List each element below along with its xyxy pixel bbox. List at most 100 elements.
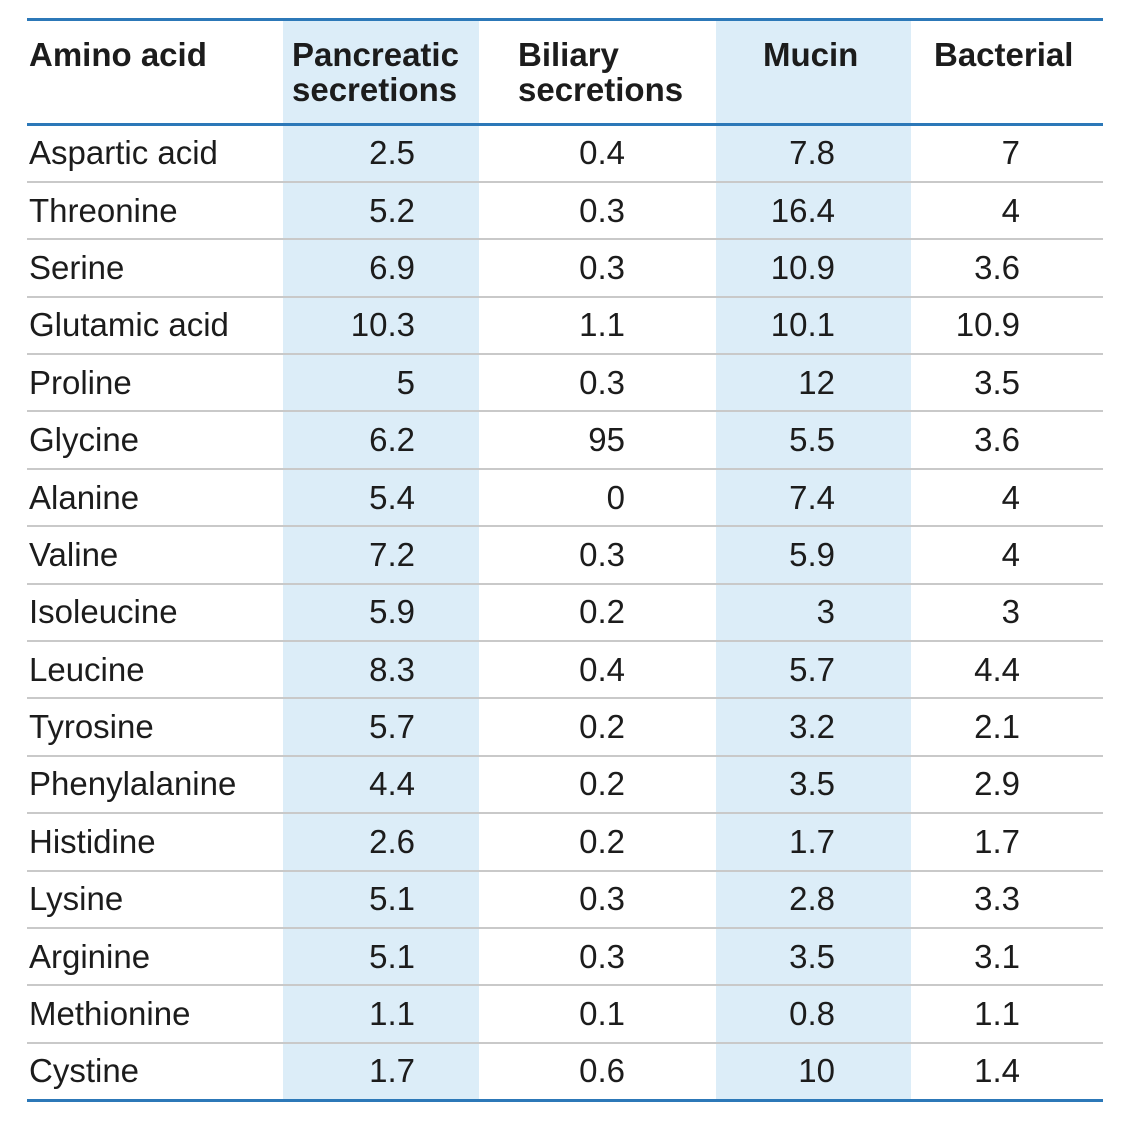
cell-pancreatic: 6.9: [283, 239, 479, 297]
cell-amino-acid: Alanine: [29, 478, 140, 516]
table-row: Tyrosine 5.7 0.2 3.2 2.1: [27, 698, 1103, 756]
cell-amino-acid: Histidine: [29, 822, 156, 860]
cell-pancreatic: 4.4: [283, 755, 479, 814]
cell-amino-acid: Cystine: [29, 1052, 140, 1090]
cell-mucin: 2.8: [716, 870, 911, 928]
cell-pancreatic: 5.4: [283, 468, 479, 527]
cell-mucin: 3: [716, 583, 911, 642]
cell-mucin: 0.8: [716, 985, 911, 1043]
header-biliary-secretions: Biliary secretions: [518, 36, 684, 108]
cell-pancreatic: 2.5: [283, 124, 479, 182]
cell-amino-acid: Proline: [29, 363, 132, 401]
cell-bacterial: 2.9: [974, 765, 1020, 803]
amino-acid-table-container: Amino acid Pancreatic secretions Biliary…: [27, 18, 1103, 1102]
cell-pancreatic: 5.1: [283, 927, 479, 986]
cell-amino-acid: Phenylalanine: [29, 765, 237, 803]
cell-mucin: 3.2: [716, 698, 911, 756]
cell-pancreatic: 5: [283, 354, 479, 412]
header-amino-acid: Amino acid: [29, 36, 207, 73]
table-row: Alanine 5.4 0 7.4 4: [27, 468, 1103, 527]
cell-mucin: 1.7: [716, 813, 911, 871]
header-pancreatic-secretions: Pancreatic secretions: [283, 19, 479, 125]
cell-mucin: 10.1: [716, 296, 911, 355]
cell-mucin: 3.5: [716, 755, 911, 814]
table-row: Lysine 5.1 0.3 2.8 3.3: [27, 870, 1103, 928]
cell-mucin: 5.5: [716, 411, 911, 469]
table-body: Aspartic acid 2.5 0.4 7.8 7 Threonine 5.2 0.3 16…: [27, 124, 1103, 1101]
cell-biliary: 0.2: [579, 593, 625, 631]
cell-biliary: 0.3: [579, 363, 625, 401]
cell-amino-acid: Tyrosine: [29, 708, 154, 746]
amino-acid-table: Amino acid Pancreatic secretions Biliary…: [27, 18, 1103, 1102]
cell-biliary: 1.1: [579, 306, 625, 344]
cell-pancreatic: 8.3: [283, 641, 479, 699]
table-row: Methionine 1.1 0.1 0.8 1.1: [27, 985, 1103, 1043]
cell-pancreatic: 10.3: [283, 296, 479, 355]
cell-biliary: 0.6: [579, 1052, 625, 1090]
cell-pancreatic: 7.2: [283, 526, 479, 584]
cell-amino-acid: Arginine: [29, 937, 151, 975]
cell-bacterial: 1.4: [974, 1052, 1020, 1090]
cell-mucin: 5.9: [716, 526, 911, 584]
table-row: Leucine 8.3 0.4 5.7 4.4: [27, 641, 1103, 699]
cell-amino-acid: Valine: [29, 535, 119, 573]
cell-biliary: 95: [588, 421, 625, 459]
cell-bacterial: 1.1: [974, 995, 1020, 1033]
cell-pancreatic: 1.7: [283, 1042, 479, 1101]
cell-mucin: 7.8: [716, 124, 911, 182]
cell-mucin: 10.9: [716, 239, 911, 297]
cell-mucin: 16.4: [716, 181, 911, 240]
cell-pancreatic: 5.1: [283, 870, 479, 928]
table-row: Threonine 5.2 0.3 16.4 4: [27, 181, 1103, 240]
cell-amino-acid: Serine: [29, 248, 125, 286]
cell-amino-acid: Methionine: [29, 995, 191, 1033]
cell-biliary: 0.2: [579, 708, 625, 746]
table-row: Phenylalanine 4.4 0.2 3.5 2.9: [27, 755, 1103, 814]
cell-amino-acid: Lysine: [29, 880, 124, 918]
cell-pancreatic: 2.6: [283, 813, 479, 871]
header-mucin: Mucin: [716, 19, 911, 125]
cell-bacterial: 3: [1001, 593, 1020, 631]
cell-bacterial: 4: [1001, 191, 1020, 229]
cell-mucin: 3.5: [716, 927, 911, 986]
cell-bacterial: 4: [1001, 478, 1020, 516]
cell-bacterial: 1.7: [974, 822, 1020, 860]
cell-bacterial: 4.4: [974, 650, 1020, 688]
cell-bacterial: 3.5: [974, 363, 1020, 401]
cell-biliary: 0.3: [579, 880, 625, 918]
cell-pancreatic: 5.7: [283, 698, 479, 756]
cell-mucin: 12: [716, 354, 911, 412]
table-row: Arginine 5.1 0.3 3.5 3.1: [27, 927, 1103, 986]
cell-bacterial: 7: [1001, 134, 1020, 172]
cell-biliary: 0.2: [579, 765, 625, 803]
table-row: Histidine 2.6 0.2 1.7 1.7: [27, 813, 1103, 871]
cell-bacterial: 3.3: [974, 880, 1020, 918]
table-row: Aspartic acid 2.5 0.4 7.8 7: [27, 124, 1103, 182]
cell-pancreatic: 1.1: [283, 985, 479, 1043]
cell-amino-acid: Aspartic acid: [29, 134, 218, 172]
cell-bacterial: 3.6: [974, 421, 1020, 459]
cell-amino-acid: Isoleucine: [29, 593, 178, 631]
cell-biliary: 0.2: [579, 822, 625, 860]
cell-bacterial: 3.6: [974, 248, 1020, 286]
cell-biliary: 0: [606, 478, 625, 516]
table-row: Cystine 1.7 0.6 10 1.4: [27, 1042, 1103, 1101]
table-row: Glutamic acid 10.3 1.1 10.1 10.9: [27, 296, 1103, 355]
cell-amino-acid: Threonine: [29, 191, 178, 229]
cell-bacterial: 4: [1001, 535, 1020, 573]
cell-pancreatic: 5.9: [283, 583, 479, 642]
cell-amino-acid: Glutamic acid: [29, 306, 229, 344]
header-row: Amino acid Pancreatic secretions Biliary…: [27, 19, 1103, 125]
table-header: Amino acid Pancreatic secretions Biliary…: [27, 19, 1103, 125]
table-row: Serine 6.9 0.3 10.9 3.6: [27, 239, 1103, 297]
cell-biliary: 0.3: [579, 937, 625, 975]
cell-mucin: 5.7: [716, 641, 911, 699]
cell-bacterial: 10.9: [955, 306, 1020, 344]
cell-biliary: 0.1: [579, 995, 625, 1033]
header-bacterial: Bacterial: [934, 36, 1074, 73]
cell-biliary: 0.3: [579, 191, 625, 229]
cell-mucin: 10: [716, 1042, 911, 1101]
cell-biliary: 0.4: [579, 650, 625, 688]
table-row: Valine 7.2 0.3 5.9 4: [27, 526, 1103, 584]
cell-pancreatic: 5.2: [283, 181, 479, 240]
